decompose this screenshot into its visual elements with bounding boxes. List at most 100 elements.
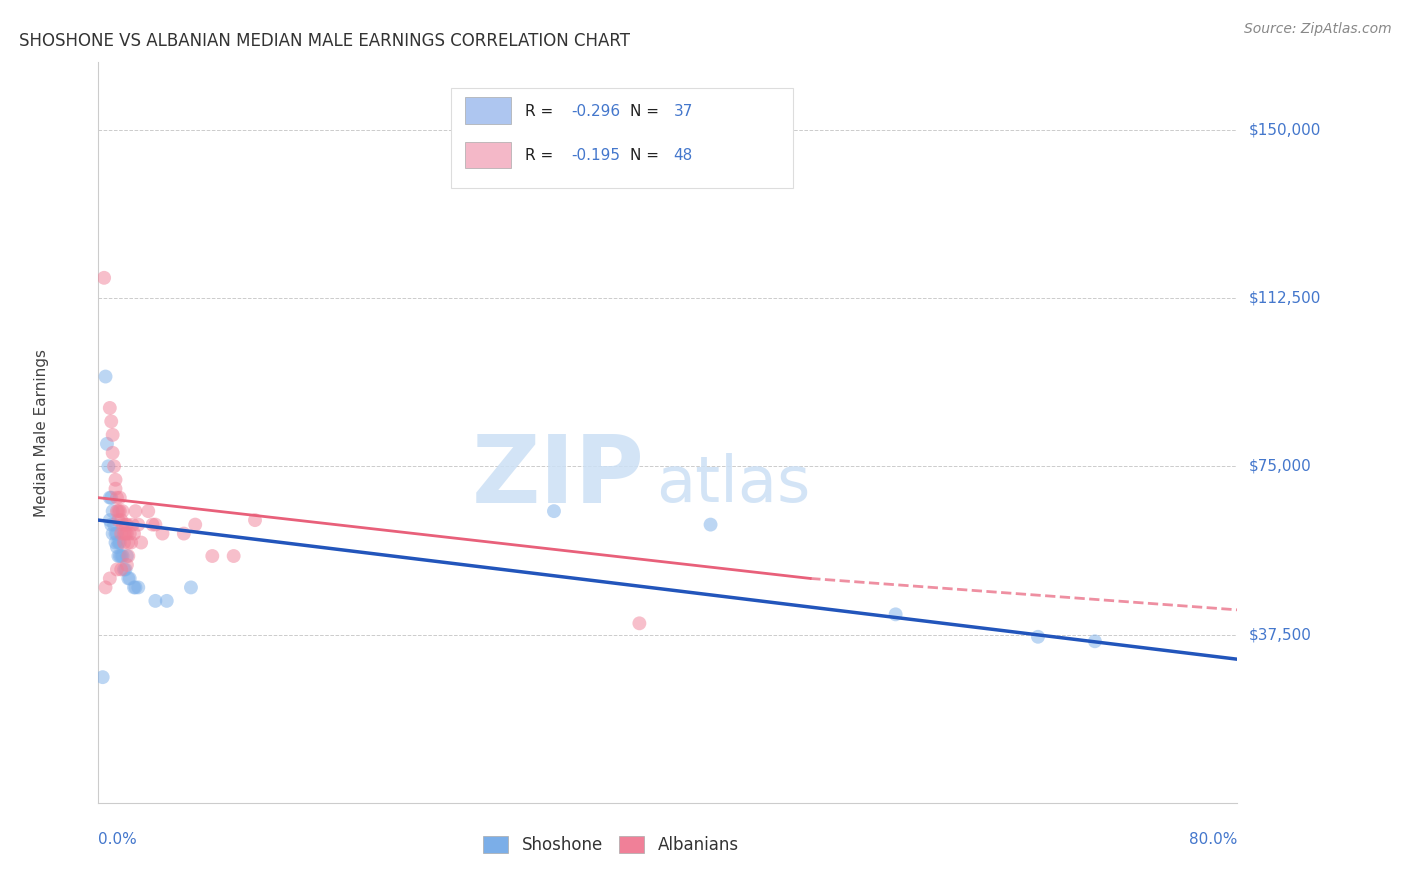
Text: 37: 37 bbox=[673, 103, 693, 119]
Point bbox=[243, 513, 266, 527]
Point bbox=[93, 270, 115, 285]
Point bbox=[105, 491, 128, 505]
Point bbox=[112, 526, 135, 541]
Text: ZIP: ZIP bbox=[472, 431, 645, 523]
Point bbox=[118, 526, 141, 541]
Point bbox=[100, 414, 122, 428]
Point bbox=[884, 607, 907, 622]
Text: SHOSHONE VS ALBANIAN MEDIAN MALE EARNINGS CORRELATION CHART: SHOSHONE VS ALBANIAN MEDIAN MALE EARNING… bbox=[18, 32, 630, 50]
Text: -0.195: -0.195 bbox=[571, 148, 620, 163]
Point bbox=[115, 558, 138, 572]
Point bbox=[699, 517, 721, 532]
Bar bbox=[465, 142, 510, 169]
Point bbox=[98, 401, 121, 415]
Point bbox=[136, 504, 159, 518]
Point bbox=[105, 540, 128, 554]
Point bbox=[108, 535, 131, 549]
Bar bbox=[465, 97, 510, 124]
Point bbox=[100, 491, 122, 505]
Point bbox=[107, 504, 129, 518]
Point bbox=[112, 562, 135, 576]
Point bbox=[152, 526, 174, 541]
Point bbox=[105, 504, 128, 518]
Point bbox=[107, 513, 129, 527]
Legend: Shoshone, Albanians: Shoshone, Albanians bbox=[477, 830, 745, 861]
Text: Source: ZipAtlas.com: Source: ZipAtlas.com bbox=[1244, 22, 1392, 37]
Point bbox=[111, 504, 134, 518]
Point bbox=[104, 473, 127, 487]
Point bbox=[120, 535, 142, 549]
Point bbox=[1084, 634, 1107, 648]
Point bbox=[122, 526, 145, 541]
Point bbox=[96, 437, 118, 451]
Point bbox=[97, 459, 120, 474]
Point bbox=[94, 581, 117, 595]
Point bbox=[111, 549, 134, 563]
Point bbox=[129, 535, 152, 549]
Point bbox=[105, 562, 128, 576]
Text: 80.0%: 80.0% bbox=[1189, 832, 1237, 847]
Point bbox=[201, 549, 224, 563]
Point bbox=[117, 571, 139, 585]
Point bbox=[114, 526, 136, 541]
Point bbox=[91, 670, 114, 684]
Point bbox=[103, 517, 125, 532]
Point bbox=[107, 535, 129, 549]
Text: $37,500: $37,500 bbox=[1249, 627, 1312, 642]
Point bbox=[115, 549, 138, 563]
Point bbox=[110, 526, 132, 541]
Text: N =: N = bbox=[630, 103, 664, 119]
Point bbox=[628, 616, 651, 631]
Point bbox=[145, 517, 167, 532]
Point bbox=[105, 526, 128, 541]
Point bbox=[101, 446, 124, 460]
Point bbox=[127, 581, 149, 595]
Point bbox=[145, 594, 167, 608]
Text: $150,000: $150,000 bbox=[1249, 122, 1320, 137]
Point bbox=[100, 517, 122, 532]
Point bbox=[104, 535, 127, 549]
Text: atlas: atlas bbox=[657, 453, 811, 516]
Point bbox=[112, 535, 135, 549]
Point bbox=[141, 517, 163, 532]
Text: $75,000: $75,000 bbox=[1249, 458, 1312, 474]
Point bbox=[101, 504, 124, 518]
Point bbox=[110, 549, 132, 563]
Point bbox=[180, 581, 202, 595]
Text: 0.0%: 0.0% bbox=[98, 832, 138, 847]
Point bbox=[114, 562, 136, 576]
Point bbox=[118, 571, 141, 585]
Point bbox=[104, 482, 127, 496]
Point bbox=[98, 571, 121, 585]
FancyBboxPatch shape bbox=[451, 88, 793, 188]
Point bbox=[184, 517, 207, 532]
Text: 48: 48 bbox=[673, 148, 693, 163]
Text: N =: N = bbox=[630, 148, 664, 163]
Point bbox=[222, 549, 245, 563]
Point bbox=[121, 517, 143, 532]
Text: R =: R = bbox=[526, 103, 558, 119]
Point bbox=[1026, 630, 1049, 644]
Point bbox=[114, 517, 136, 532]
Point bbox=[117, 535, 139, 549]
Point bbox=[98, 513, 121, 527]
Text: R =: R = bbox=[526, 148, 558, 163]
Point bbox=[115, 526, 138, 541]
Point bbox=[111, 517, 134, 532]
Text: $112,500: $112,500 bbox=[1249, 291, 1320, 305]
Point bbox=[108, 504, 131, 518]
Point bbox=[117, 549, 139, 563]
Point bbox=[108, 549, 131, 563]
Point bbox=[173, 526, 195, 541]
Text: -0.296: -0.296 bbox=[571, 103, 620, 119]
Text: Median Male Earnings: Median Male Earnings bbox=[34, 349, 49, 516]
Point bbox=[104, 526, 127, 541]
Point bbox=[127, 517, 149, 532]
Point bbox=[107, 549, 129, 563]
Point bbox=[543, 504, 565, 518]
Point bbox=[124, 581, 146, 595]
Point bbox=[101, 526, 124, 541]
Point bbox=[98, 491, 121, 505]
Point bbox=[101, 428, 124, 442]
Point bbox=[103, 459, 125, 474]
